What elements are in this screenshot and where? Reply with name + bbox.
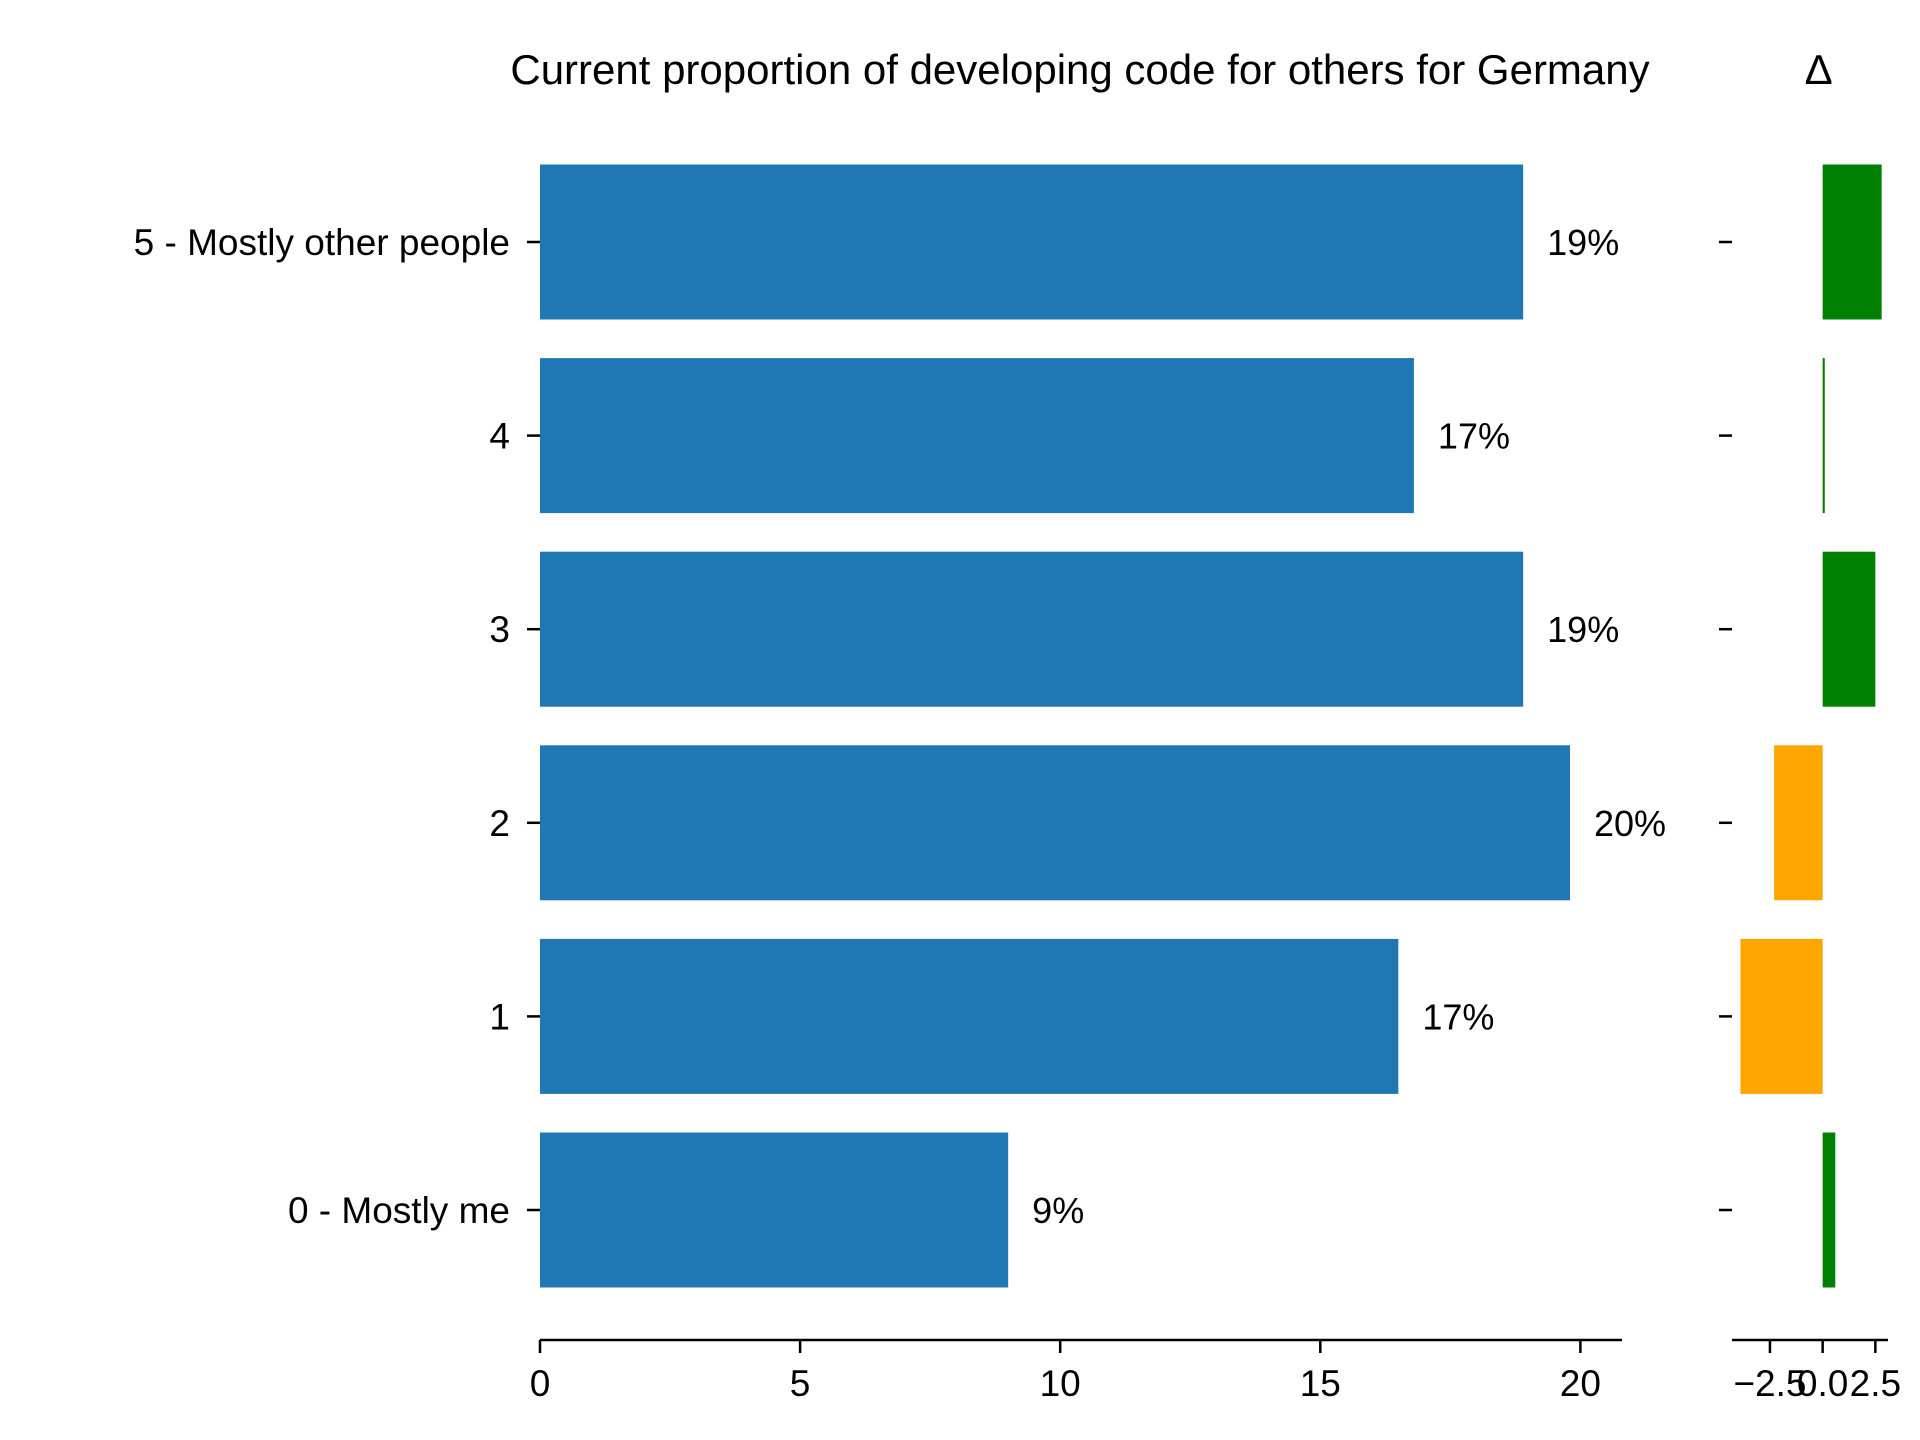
x-tick-label-20: 20 [1560, 1363, 1601, 1404]
main-bars-group: 9% 17% 20% 19% 17% 19% [540, 164, 1666, 1288]
bar-3 [540, 551, 1524, 707]
chart-title: Current proportion of developing code fo… [510, 46, 1649, 93]
y-tick-label-1: 1 [489, 996, 510, 1037]
data-label-2: 20% [1594, 803, 1666, 844]
delta-bar-5-mostly-other-people [1822, 164, 1882, 320]
x-tick-label-5: 5 [790, 1363, 811, 1404]
x-tick-label-15: 15 [1300, 1363, 1341, 1404]
x-tick-label-10: 10 [1040, 1363, 1081, 1404]
delta-x-axis: −2.50.0 2.5 [1732, 1338, 1901, 1404]
y-tick-label-5-mostly-other-people: 5 - Mostly other people [134, 222, 510, 263]
y-tick-label-4: 4 [489, 416, 510, 457]
data-label-3: 19% [1547, 609, 1619, 650]
delta-x-tick-label-2-5: −2.5 [1733, 1363, 1806, 1404]
data-label-0-mostly-me: 9% [1032, 1190, 1084, 1231]
bar-1 [540, 938, 1399, 1094]
bar-4 [540, 358, 1414, 514]
x-tick-label-0: 0 [530, 1363, 551, 1404]
bar-5-mostly-other-people [540, 164, 1524, 320]
delta-title: Δ [1805, 46, 1833, 93]
data-label-4: 17% [1438, 416, 1510, 457]
delta-bar-1 [1740, 938, 1823, 1094]
bar-0-mostly-me [540, 1132, 1009, 1288]
main-bar-panel: Current proportion of developing code fo… [134, 46, 1666, 1404]
y-tick-label-3: 3 [489, 609, 510, 650]
delta-bar-4 [1822, 358, 1825, 514]
y-tick-label-0-mostly-me: 0 - Mostly me [288, 1190, 510, 1231]
delta-bar-3 [1822, 551, 1876, 707]
y-tick-label-2: 2 [489, 803, 510, 844]
delta-bar-2 [1774, 745, 1823, 901]
delta-x-tick-label-0-0: 0.0 [1797, 1363, 1848, 1404]
delta-y-axis [1719, 240, 1732, 1212]
data-label-5-mostly-other-people: 19% [1547, 222, 1619, 263]
data-label-1: 17% [1422, 996, 1494, 1037]
main-x-axis: 0 5 10 15 20 [530, 1338, 1622, 1404]
delta-bar-0-mostly-me [1822, 1132, 1836, 1288]
delta-bar-panel: Δ −2.50.0 2.5 [1719, 46, 1901, 1404]
main-y-axis: 0 - Mostly me 1 2 3 4 5 - Mostly other people [134, 222, 540, 1231]
delta-x-tick-label-2-5: 2.5 [1850, 1363, 1901, 1404]
bar-2 [540, 745, 1570, 901]
delta-bars-group [1740, 164, 1882, 1288]
